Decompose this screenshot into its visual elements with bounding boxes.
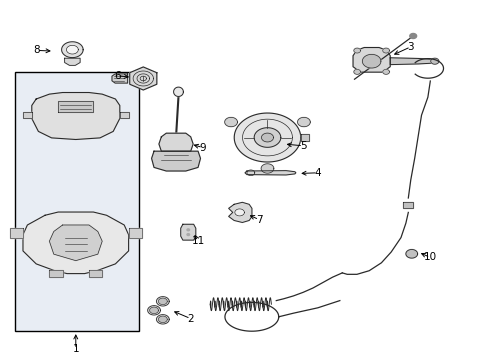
Polygon shape — [224, 117, 237, 127]
Polygon shape — [66, 45, 78, 54]
Text: 1: 1 — [72, 344, 79, 354]
Polygon shape — [254, 128, 280, 147]
Polygon shape — [159, 133, 193, 151]
Polygon shape — [23, 212, 128, 274]
Polygon shape — [261, 133, 273, 142]
Polygon shape — [261, 164, 273, 173]
Polygon shape — [10, 228, 23, 238]
Polygon shape — [409, 33, 416, 39]
Polygon shape — [129, 67, 157, 90]
Polygon shape — [382, 69, 388, 74]
Polygon shape — [158, 316, 167, 323]
Polygon shape — [151, 151, 200, 171]
Polygon shape — [181, 224, 195, 240]
Polygon shape — [158, 298, 167, 305]
Text: 7: 7 — [255, 215, 262, 225]
Polygon shape — [244, 171, 295, 175]
Polygon shape — [89, 270, 102, 277]
Polygon shape — [23, 112, 32, 118]
Text: 8: 8 — [33, 45, 40, 55]
Polygon shape — [58, 100, 93, 112]
Polygon shape — [112, 74, 127, 83]
Polygon shape — [353, 48, 360, 53]
Text: 4: 4 — [314, 168, 321, 178]
Polygon shape — [234, 113, 300, 162]
Text: 6: 6 — [114, 71, 121, 81]
Polygon shape — [228, 202, 251, 222]
Polygon shape — [300, 134, 308, 141]
Polygon shape — [297, 117, 309, 127]
Polygon shape — [389, 58, 434, 65]
Polygon shape — [186, 234, 189, 235]
Text: 10: 10 — [423, 252, 436, 262]
Polygon shape — [430, 58, 438, 64]
Polygon shape — [362, 54, 380, 68]
Text: 9: 9 — [199, 143, 206, 153]
Polygon shape — [49, 225, 102, 261]
Polygon shape — [64, 58, 80, 66]
Polygon shape — [147, 306, 160, 315]
FancyBboxPatch shape — [15, 72, 139, 331]
Polygon shape — [61, 42, 83, 58]
Polygon shape — [156, 315, 169, 324]
Polygon shape — [156, 297, 169, 306]
Text: 11: 11 — [191, 236, 204, 246]
Polygon shape — [149, 307, 158, 314]
Polygon shape — [352, 48, 389, 72]
Polygon shape — [382, 48, 388, 53]
Polygon shape — [353, 69, 360, 74]
Text: 5: 5 — [299, 141, 306, 151]
Polygon shape — [173, 87, 183, 96]
Polygon shape — [128, 228, 142, 238]
Polygon shape — [120, 112, 128, 118]
Text: 2: 2 — [187, 314, 194, 324]
Polygon shape — [405, 249, 417, 258]
Polygon shape — [403, 202, 412, 208]
Polygon shape — [32, 93, 120, 139]
Text: 3: 3 — [407, 42, 413, 52]
Polygon shape — [234, 209, 244, 216]
Polygon shape — [49, 270, 62, 277]
Polygon shape — [186, 229, 189, 231]
